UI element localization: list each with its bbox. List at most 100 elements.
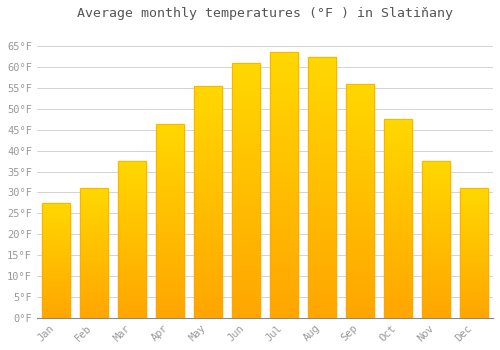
Bar [80,262,108,264]
Bar [194,169,222,172]
Bar [156,156,184,159]
Bar [460,289,488,290]
Bar [346,133,374,135]
Bar [384,302,412,304]
Bar [80,273,108,274]
Bar [308,70,336,72]
Bar [422,218,450,219]
Bar [346,110,374,112]
Bar [270,164,298,167]
Bar [422,216,450,218]
Bar [460,238,488,239]
Bar [156,302,184,304]
Bar [156,155,184,156]
Bar [232,119,260,121]
Bar [118,177,146,178]
Bar [42,218,70,219]
Bar [42,249,70,250]
Bar [80,214,108,216]
Bar [346,184,374,187]
Bar [232,254,260,257]
Bar [460,231,488,232]
Bar [270,222,298,225]
Bar [118,308,146,310]
Bar [346,196,374,198]
Bar [156,316,184,318]
Bar [156,287,184,289]
Bar [80,213,108,214]
Bar [384,243,412,244]
Bar [194,218,222,220]
Bar [422,299,450,301]
Bar [42,215,70,216]
Bar [308,305,336,307]
Bar [346,276,374,278]
Bar [460,283,488,284]
Bar [270,140,298,143]
Bar [118,167,146,169]
Bar [270,106,298,108]
Bar [270,121,298,124]
Bar [118,260,146,261]
Bar [270,66,298,68]
Bar [384,165,412,167]
Bar [232,308,260,310]
Bar [346,198,374,201]
Bar [80,219,108,221]
Bar [194,295,222,297]
Bar [118,288,146,290]
Bar [460,297,488,299]
Bar [156,141,184,143]
Bar [156,273,184,275]
Bar [384,183,412,185]
Bar [346,119,374,121]
Bar [232,121,260,124]
Bar [422,208,450,210]
Bar [384,119,412,121]
Bar [346,149,374,152]
Bar [118,265,146,266]
Bar [118,205,146,206]
Bar [460,278,488,279]
Bar [270,249,298,252]
Bar [270,254,298,257]
Bar [232,178,260,180]
Bar [156,211,184,213]
Bar [42,217,70,218]
Bar [422,235,450,236]
Bar [194,118,222,121]
Bar [422,163,450,164]
Bar [384,157,412,159]
Bar [384,209,412,211]
Bar [270,143,298,145]
Bar [422,230,450,232]
Bar [118,196,146,197]
Bar [80,286,108,287]
Bar [156,240,184,242]
Bar [308,297,336,300]
Bar [308,114,336,117]
Bar [460,261,488,262]
Bar [42,231,70,232]
Bar [80,301,108,302]
Bar [346,301,374,304]
Bar [194,299,222,302]
Bar [308,310,336,313]
Bar [422,312,450,313]
Bar [270,302,298,304]
Bar [80,226,108,227]
Bar [42,210,70,211]
Bar [460,227,488,229]
Bar [232,129,260,132]
Bar [156,207,184,209]
Bar [460,308,488,309]
Bar [384,127,412,129]
Bar [422,200,450,202]
Bar [194,174,222,176]
Bar [422,261,450,263]
Bar [80,257,108,258]
Bar [384,272,412,274]
Bar [118,235,146,236]
Bar [270,172,298,175]
Bar [308,195,336,198]
